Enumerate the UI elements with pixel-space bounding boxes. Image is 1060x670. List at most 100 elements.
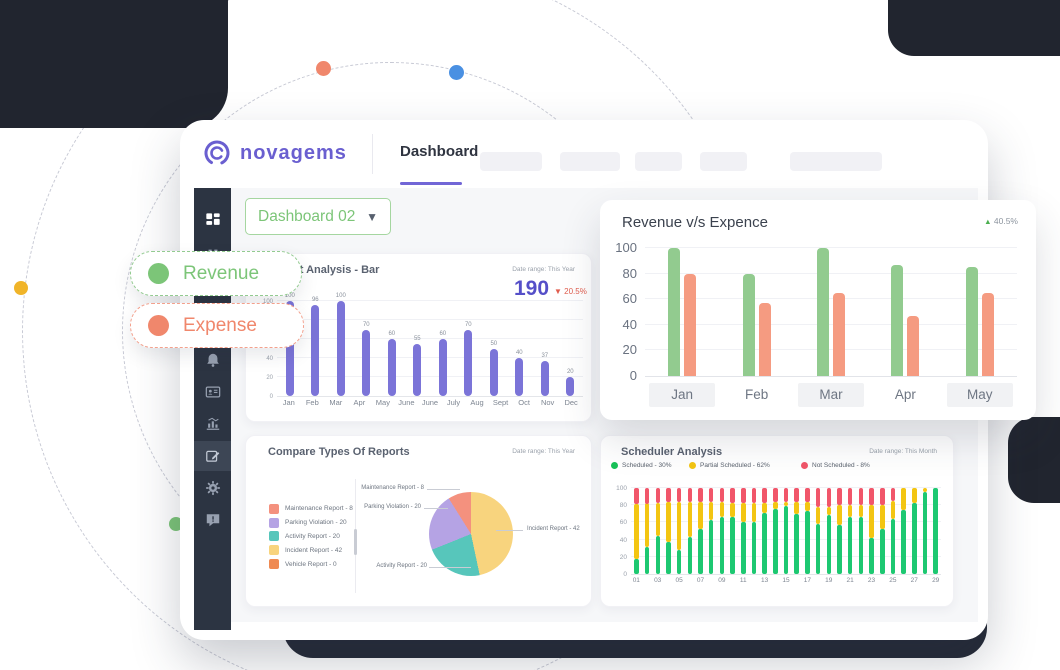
y-axis-label: 0 (623, 571, 627, 578)
nav-placeholder-1[interactable] (480, 152, 542, 171)
x-axis-label: 17 (803, 577, 811, 584)
x-axis-label: Jan (282, 398, 295, 407)
dashboard-selector[interactable]: Dashboard 02 ▼ (245, 198, 391, 235)
legend-dot-icon (611, 462, 618, 469)
report-bar-value: 100 (284, 293, 295, 299)
x-axis-label: Oct (518, 398, 530, 407)
scheduler-analysis-card: Scheduler Analysis Date range: This Mont… (600, 435, 954, 607)
sidebar-item-feedback[interactable] (194, 505, 231, 535)
nav-placeholder-2[interactable] (560, 152, 620, 171)
y-axis-label: 100 (616, 485, 627, 492)
report-bar-value: 55 (413, 335, 421, 342)
partial-scheduled-segment (708, 501, 714, 520)
partial-scheduled-segment (922, 488, 928, 493)
x-axis-label: May (375, 398, 390, 407)
x-axis-label: 27 (910, 577, 918, 584)
not-scheduled-segment (741, 488, 746, 503)
x-axis-label: 03 (654, 577, 662, 584)
pie-callout-line (496, 530, 523, 531)
decor-dot-yellow (14, 281, 28, 295)
scheduler-day-axis: 01 03 05 07 09 11 13 15 17 19 21 23 25 27 29 (631, 577, 941, 587)
report-analysis-date-range: Date range: This Year (512, 266, 575, 273)
scheduled-segment (773, 508, 778, 574)
partial-scheduled-segment (698, 501, 703, 530)
legend-label: Incident Report - 42 (285, 546, 343, 554)
legend-label: Not Scheduled - 8% (812, 462, 870, 469)
gridline (277, 338, 583, 339)
x-axis-label: 11 (739, 577, 747, 584)
gridline (645, 272, 1017, 274)
expense-chip: Expense (130, 303, 304, 348)
scheduled-segment (837, 525, 842, 574)
report-analysis-card: Report Analysis - Bar Date range: This Y… (245, 253, 592, 422)
partial-scheduled-segment (762, 502, 767, 513)
report-bar (285, 301, 294, 396)
arrow-down-icon: ▼ (554, 287, 562, 296)
x-axis-label: 29 (932, 577, 940, 584)
nav-placeholder-5[interactable] (790, 152, 882, 171)
legend-label: Activity Report - 20 (285, 532, 340, 540)
legend-swatch (269, 503, 279, 514)
revenue-expense-card: Revenue v/s Expence ▲ 40.5% 0 20 40 60 80 100… (600, 200, 1036, 420)
sidebar-item-alerts[interactable] (194, 345, 231, 375)
gridline (645, 298, 1017, 300)
scheduled-segment (858, 517, 864, 574)
report-kpi-delta: ▼ 20.5% (554, 287, 587, 296)
y-axis-label: 20 (619, 553, 627, 561)
partial-scheduled-segment (687, 501, 692, 537)
x-axis-label: 21 (846, 577, 854, 584)
legend-label: Maintenance Report - 8 (285, 505, 353, 513)
scheduler-title: Scheduler Analysis (621, 446, 723, 458)
not-scheduled-segment (719, 488, 725, 502)
revenue-chip-label: Revenue (183, 262, 260, 284)
sidebar-item-dashboard[interactable] (194, 205, 231, 235)
revenue-bar (817, 248, 829, 376)
gridline (645, 349, 1017, 351)
y-axis-label: 40 (266, 355, 273, 362)
not-scheduled-segment (815, 488, 821, 507)
partial-scheduled-segment (805, 501, 810, 512)
partial-scheduled-segment (741, 502, 746, 523)
expense-bar (758, 303, 771, 376)
sidebar-item-settings[interactable] (194, 473, 231, 503)
sidebar-item-reports-edit[interactable] (194, 441, 231, 471)
report-kpi-value: 190 (514, 277, 550, 300)
gridline (277, 300, 583, 301)
not-scheduled-segment (751, 488, 757, 503)
x-axis-label: 13 (760, 577, 769, 584)
x-axis-label: June (398, 398, 415, 407)
bar-chart-icon (205, 416, 221, 432)
sidebar-item-analytics[interactable] (194, 409, 231, 439)
revenue-expense-delta: ▲ 40.5% (984, 216, 1018, 226)
header-divider (372, 134, 373, 174)
scheduled-segment (719, 517, 725, 574)
nav-placeholder-4[interactable] (700, 152, 747, 171)
brand-name: novagems (240, 141, 347, 164)
scheduled-segment (644, 547, 650, 574)
revenue-dot-icon (148, 263, 169, 284)
nav-placeholder-3[interactable] (635, 152, 682, 171)
legend-item: Maintenance Report - 8 (269, 502, 353, 516)
gear-icon (205, 480, 221, 496)
legend-item: Parking Violation - 20 (269, 516, 353, 530)
not-scheduled-segment (858, 488, 864, 506)
x-axis-label: Jan (649, 383, 716, 407)
partial-scheduled-segment (719, 501, 725, 518)
scheduled-segment (708, 519, 714, 574)
tab-dashboard[interactable]: Dashboard (400, 143, 479, 160)
not-scheduled-segment (762, 488, 767, 503)
partial-scheduled-segment (826, 507, 831, 515)
not-scheduled-segment (666, 488, 671, 502)
legend-swatch (269, 517, 279, 528)
legend-scrollbar[interactable] (354, 529, 357, 555)
y-axis-label: 20 (622, 342, 637, 358)
report-bar-value: 40 (515, 350, 523, 356)
expense-bar (833, 292, 845, 376)
scheduled-segment (741, 522, 746, 574)
partial-scheduled-segment (869, 505, 874, 538)
expense-bar (981, 292, 994, 376)
not-scheduled-segment (783, 488, 789, 502)
sidebar-item-id-card[interactable] (194, 377, 231, 407)
y-axis-label: 40 (622, 316, 637, 332)
